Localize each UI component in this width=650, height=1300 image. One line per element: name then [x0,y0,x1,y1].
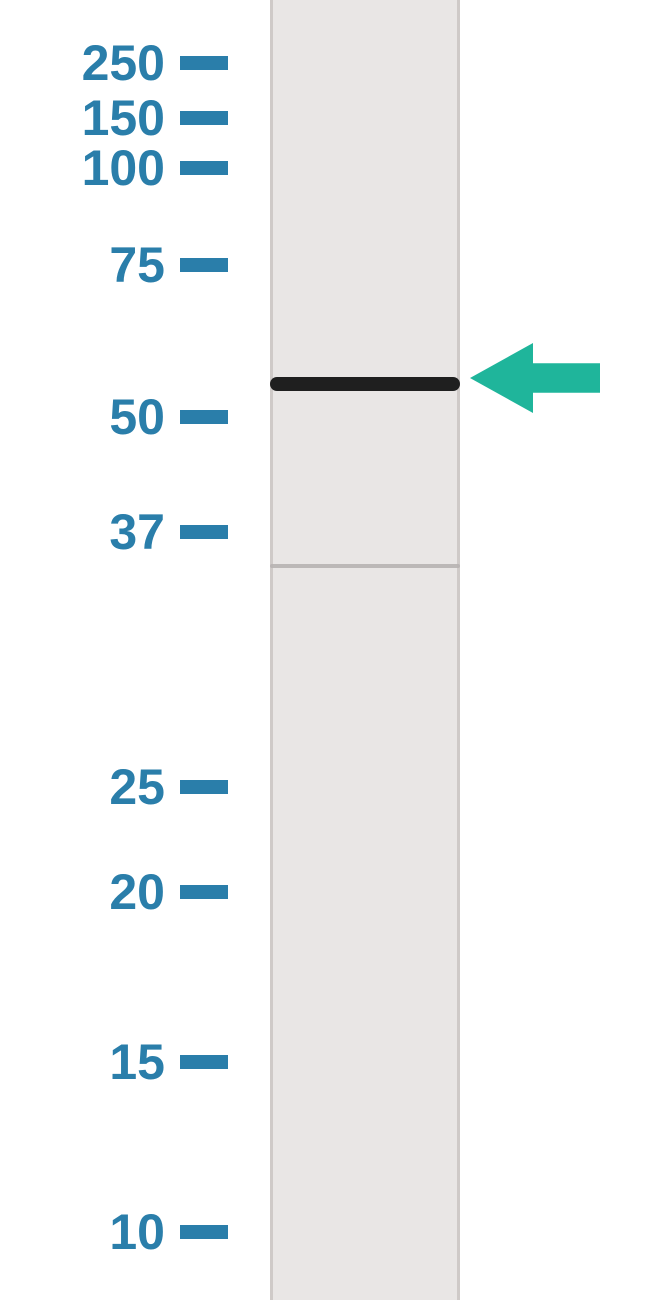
mw-tick-37 [180,525,228,539]
mw-label-150: 150 [0,93,165,143]
mw-label-15: 15 [0,1037,165,1087]
arrow-icon [470,343,600,413]
faint-band [270,564,460,568]
mw-label-50: 50 [0,392,165,442]
mw-label-20: 20 [0,867,165,917]
mw-label-25: 25 [0,762,165,812]
mw-tick-100 [180,161,228,175]
mw-tick-15 [180,1055,228,1069]
lane-edge-left [270,0,273,1300]
mw-tick-50 [180,410,228,424]
mw-label-250: 250 [0,38,165,88]
mw-tick-20 [180,885,228,899]
mw-tick-250 [180,56,228,70]
mw-label-100: 100 [0,143,165,193]
western-blot-figure: 250150100 75 50 37 25 20 15 10 [0,0,650,1300]
mw-label-37: 37 [0,507,165,557]
mw-label-10: 10 [0,1207,165,1257]
mw-tick-10 [180,1225,228,1239]
mw-tick-25 [180,780,228,794]
target-band-arrow [470,343,600,413]
lane-edge-right [457,0,460,1300]
primary-band [270,377,460,391]
mw-label-75: 75 [0,240,165,290]
mw-tick-75 [180,258,228,272]
blot-lane [270,0,460,1300]
mw-tick-150 [180,111,228,125]
